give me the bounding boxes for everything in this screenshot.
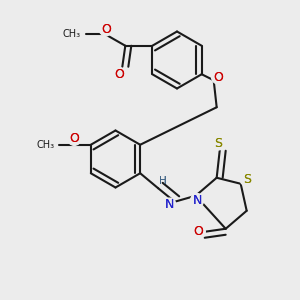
Text: O: O [114, 68, 124, 81]
Circle shape [163, 198, 176, 211]
Circle shape [240, 173, 253, 186]
Text: N: N [193, 194, 202, 207]
Text: O: O [114, 68, 124, 81]
Text: O: O [69, 132, 79, 145]
Text: O: O [194, 225, 204, 238]
Text: O: O [213, 71, 223, 84]
Text: CH₃: CH₃ [62, 29, 80, 39]
Circle shape [190, 194, 204, 207]
Text: S: S [243, 173, 251, 186]
Text: N: N [165, 198, 174, 211]
Circle shape [68, 132, 81, 145]
Text: S: S [214, 137, 222, 150]
Text: H: H [159, 176, 167, 186]
Circle shape [212, 71, 225, 84]
Text: S: S [243, 173, 251, 186]
Text: S: S [214, 137, 222, 150]
Text: N: N [165, 198, 174, 211]
Circle shape [192, 225, 205, 238]
Circle shape [113, 68, 126, 81]
Circle shape [99, 22, 112, 36]
Text: H: H [159, 176, 167, 186]
Text: O: O [194, 225, 204, 238]
Text: O: O [213, 71, 223, 84]
Circle shape [212, 137, 225, 150]
Text: O: O [69, 132, 79, 145]
Text: O: O [101, 23, 111, 36]
Text: CH₃: CH₃ [37, 140, 55, 150]
Text: N: N [193, 194, 202, 207]
Text: O: O [101, 23, 111, 36]
